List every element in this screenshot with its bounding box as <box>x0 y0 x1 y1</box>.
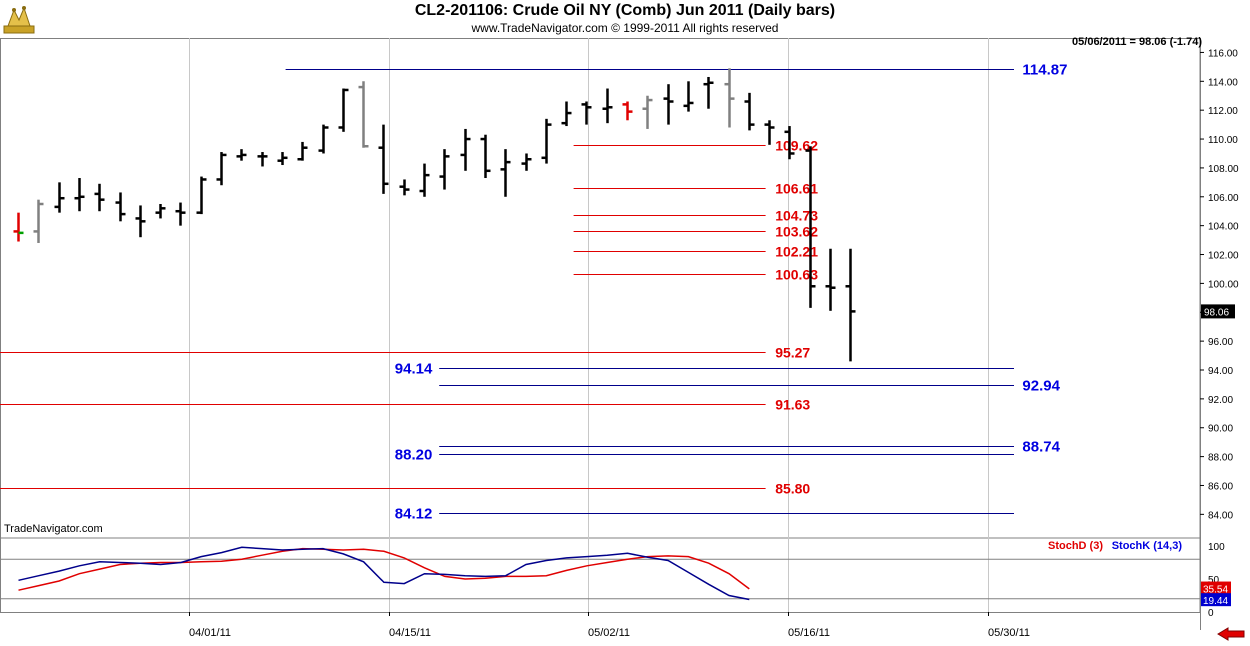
y-tick-label: 88.00 <box>1208 453 1233 464</box>
level-label: 91.63 <box>775 397 810 413</box>
x-tick-label: 04/15/11 <box>389 627 431 639</box>
level-label: 104.73 <box>775 208 818 224</box>
y-tick-label: 110.00 <box>1208 135 1238 146</box>
stoch-d-line <box>18 547 750 591</box>
y-tick-label: 102.00 <box>1208 251 1239 262</box>
price-bars <box>13 68 856 362</box>
level-label: 109.62 <box>775 138 818 154</box>
y-tick-label: 96.00 <box>1208 337 1233 348</box>
level-label: 85.80 <box>775 481 810 497</box>
trade-navigator-logo-icon <box>2 2 36 36</box>
y-tick-label: 108.00 <box>1208 164 1239 175</box>
level-label: 92.94 <box>1022 378 1060 395</box>
level-label: 84.12 <box>395 506 433 523</box>
x-tick-label: 05/02/11 <box>588 627 630 639</box>
level-label: 102.21 <box>775 244 818 260</box>
y-tick-label: 116.00 <box>1208 48 1238 59</box>
chart-frame <box>0 38 1201 613</box>
legend-stoch-k: StochK (14,3) <box>1112 540 1183 552</box>
chart-subtitle: www.TradeNavigator.com © 1999-2011 All r… <box>471 21 779 35</box>
chart-title: CL2-201106: Crude Oil NY (Comb) Jun 2011… <box>414 2 836 19</box>
watermark: TradeNavigator.com <box>4 523 103 535</box>
stoch-d-last-label: 35.54 <box>1203 585 1228 596</box>
y-tick-label: 114.00 <box>1208 77 1238 88</box>
x-tick-label: 05/16/11 <box>788 627 830 639</box>
stoch-k-last-box <box>1201 593 1231 607</box>
level-label: 94.14 <box>395 361 433 378</box>
last-value-readout: 05/06/2011 = 98.06 (-1.74) <box>1072 36 1202 48</box>
stoch-tick-label: 0 <box>1208 608 1214 619</box>
y-tick-label: 112.00 <box>1208 106 1238 117</box>
level-label: 88.20 <box>395 447 433 464</box>
stoch-k-last-label: 19.44 <box>1203 596 1228 607</box>
y-tick-label: 86.00 <box>1208 481 1233 492</box>
level-label: 114.87 <box>1022 62 1067 79</box>
x-tick-label: 05/30/11 <box>988 627 1030 639</box>
stoch-tick-label: 50 <box>1208 575 1220 586</box>
level-label: 95.27 <box>775 345 810 361</box>
stoch-k-line <box>18 546 750 601</box>
y-tick-label: 100.00 <box>1208 279 1239 290</box>
level-label: 100.63 <box>775 267 818 283</box>
x-tick-label: 04/01/11 <box>189 627 231 639</box>
y-tick-label: 94.00 <box>1208 366 1233 377</box>
level-label: 106.61 <box>775 181 818 197</box>
legend-stoch-d: StochD (3) <box>1048 540 1103 552</box>
y-tick-label: 104.00 <box>1208 222 1239 233</box>
y-tick-label: 90.00 <box>1208 424 1233 435</box>
scroll-left-arrow-icon[interactable] <box>1216 627 1246 641</box>
last-price-label: 98.06 <box>1204 307 1229 318</box>
level-label: 103.62 <box>775 224 818 240</box>
y-tick-label: 84.00 <box>1208 510 1233 521</box>
y-tick-label: 92.00 <box>1208 395 1233 406</box>
y-tick-label: 106.00 <box>1208 193 1239 204</box>
level-label: 88.74 <box>1022 439 1060 456</box>
last-price-box <box>1201 304 1235 319</box>
price-axis: 116.00 114.00 112.00 110.00 108.00 106.00 104.… <box>1200 48 1239 521</box>
grid-layer: 04/01/11 04/15/11 05/02/11 05/16/11 05/30/11 <box>0 38 1201 639</box>
stoch-tick-label: 100 <box>1208 542 1225 553</box>
stoch-d-last-box <box>1201 581 1231 595</box>
